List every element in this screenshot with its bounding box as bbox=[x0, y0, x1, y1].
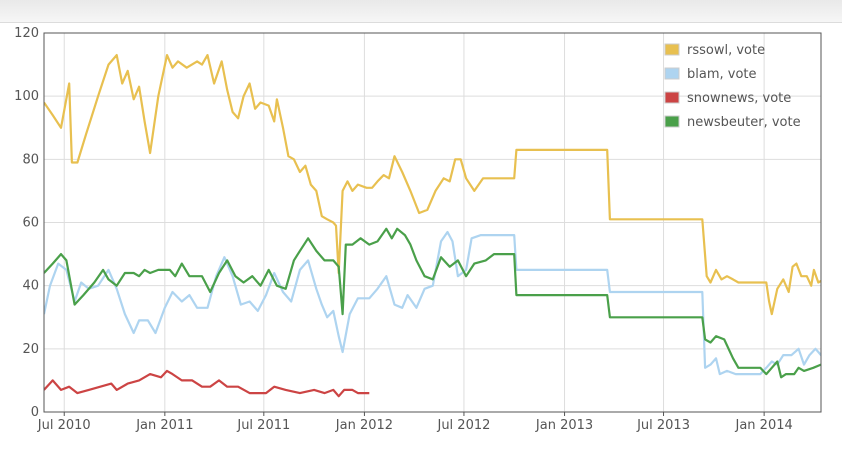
x-axis-tick-labels: Jul 2010 Jan 2011 Jul 2011 Jan 2012 Jul 2012… bbox=[37, 418, 793, 433]
legend-label: snownews, vote bbox=[687, 91, 791, 106]
legend-item-blam[interactable]: blam, vote bbox=[664, 67, 757, 82]
x-tick-label: Jan 2013 bbox=[535, 418, 593, 433]
legend-label: rssowl, vote bbox=[687, 43, 765, 58]
legend-swatch bbox=[664, 91, 680, 104]
plot-area-frame bbox=[43, 32, 822, 413]
x-tick-label: Jan 2012 bbox=[335, 418, 393, 433]
legend-swatch bbox=[664, 67, 680, 80]
y-tick-label: 80 bbox=[22, 152, 39, 167]
legend-swatch bbox=[664, 115, 680, 128]
y-tick-label: 100 bbox=[14, 89, 39, 104]
x-tick-label: Jul 2013 bbox=[636, 418, 690, 433]
legend-label: newsbeuter, vote bbox=[687, 115, 801, 130]
y-axis-tick-labels: 0 20 40 60 80 100 120 bbox=[14, 26, 39, 420]
legend-item-snownews[interactable]: snownews, vote bbox=[664, 91, 791, 106]
x-tick-label: Jul 2012 bbox=[436, 418, 490, 433]
series-line-newsbeuter bbox=[44, 227, 821, 379]
series-line-snownews bbox=[44, 369, 370, 398]
x-tick-label: Jul 2011 bbox=[236, 418, 290, 433]
top-toolbar-strip bbox=[0, 0, 842, 23]
legend-item-newsbeuter[interactable]: newsbeuter, vote bbox=[664, 115, 801, 130]
y-tick-label: 60 bbox=[22, 216, 39, 231]
y-tick-label: 0 bbox=[31, 405, 39, 420]
legend-item-rssowl[interactable]: rssowl, vote bbox=[664, 43, 765, 58]
x-tick-label: Jul 2010 bbox=[37, 418, 91, 433]
x-tick-label: Jan 2011 bbox=[135, 418, 193, 433]
series-line-blam bbox=[44, 230, 821, 376]
legend-label: blam, vote bbox=[687, 67, 757, 82]
series-lines bbox=[44, 54, 821, 398]
x-tick-label: Jan 2014 bbox=[735, 418, 793, 433]
y-tick-label: 40 bbox=[22, 279, 39, 294]
series-line-rssowl bbox=[44, 54, 821, 316]
y-tick-label: 20 bbox=[22, 342, 39, 357]
y-tick-label: 120 bbox=[14, 26, 39, 41]
legend: rssowl, vote blam, vote snownews, vote news… bbox=[664, 43, 801, 130]
legend-swatch bbox=[664, 43, 680, 56]
